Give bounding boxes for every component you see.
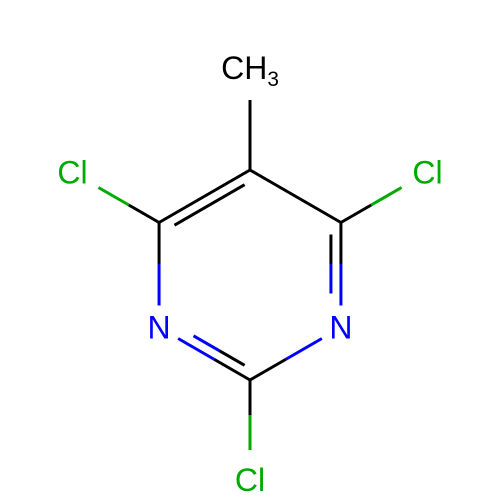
atom-label-n_l: N [148,310,171,346]
atom-label-ch3: CH3 [221,50,279,91]
atom-label-cl_bot: Cl [235,462,265,498]
atom-label-n_r: N [329,310,352,346]
atom-label-cl_tr: Cl [412,155,442,191]
atom-label-cl_tl: Cl [57,155,87,191]
molecule-diagram: N N CH3 Cl Cl Cl [0,0,500,500]
